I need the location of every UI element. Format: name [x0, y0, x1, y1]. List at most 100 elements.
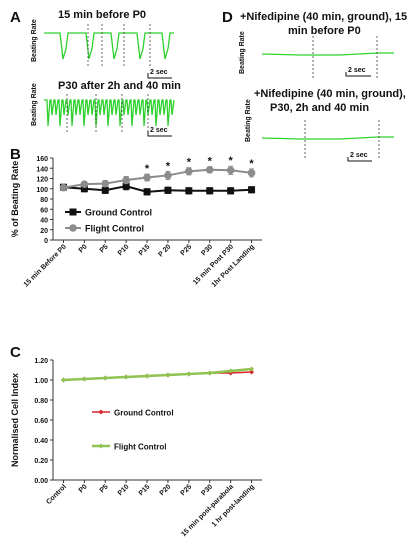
data-point — [205, 165, 214, 174]
y-tick-label: 60 — [40, 207, 48, 214]
x-tick-label: 1hr Post Landing — [211, 243, 256, 288]
scalebar-d2 — [347, 157, 372, 162]
x-tick-label: P5 — [99, 483, 110, 494]
trace-a1-markers — [87, 24, 151, 68]
panel-d-ylabel-2: Beating Rate — [245, 99, 252, 142]
data-point — [143, 188, 151, 196]
x-tick-label: P5 — [99, 243, 110, 254]
y-tick-label: 0.60 — [34, 418, 48, 425]
data-point — [247, 169, 256, 177]
data-point — [186, 371, 192, 377]
x-tick-label: P15 — [138, 483, 152, 497]
y-axis-label: Normalised Cell Index — [10, 373, 20, 467]
chart-b: 0 20 40 60 80 100 120 140 160 15 min Before P0 P0 P… — [10, 155, 262, 289]
significance-mark: * — [145, 163, 150, 175]
x-tick-label: P30 — [200, 483, 214, 497]
x-tick-label: P0 — [78, 483, 89, 494]
data-point — [165, 372, 171, 378]
y-tick-label: 20 — [40, 228, 48, 235]
x-tick-label: P25 — [179, 243, 193, 257]
data-point — [81, 376, 87, 382]
scalebar-a1 — [147, 73, 172, 79]
legend-marker — [69, 208, 77, 216]
data-point — [185, 187, 193, 195]
scalebar-d1-label: 2 sec — [348, 67, 366, 74]
data-point — [144, 373, 150, 379]
y-tick-label: 100 — [36, 187, 48, 194]
x-tick-label: 1 hr post-landing — [211, 483, 256, 528]
y-tick-label: 40 — [40, 218, 48, 225]
y-tick-label: 80 — [40, 197, 48, 204]
y-axis-label: % of Beating Rate — [10, 161, 20, 238]
x-tick-label: P10 — [117, 243, 131, 257]
scalebar-a2-label: 2 sec — [150, 127, 168, 134]
y-tick-label: 1.00 — [34, 378, 48, 385]
panel-d-trace1-title-1: +Nifedipine (40 min, ground), 15 — [240, 11, 407, 23]
y-tick-label: 0.80 — [34, 398, 48, 405]
trace-a2 — [44, 99, 175, 127]
data-point — [248, 186, 256, 194]
data-point — [185, 167, 193, 176]
panel-d-trace2-title-1: +Nifedipine (40 min, ground), — [254, 88, 406, 100]
data-point — [122, 176, 130, 184]
data-point — [206, 187, 214, 195]
panel-a-letter: A — [10, 9, 21, 26]
data-point — [102, 375, 108, 381]
x-tick-label: P15 — [138, 243, 152, 257]
panel-c-letter: C — [10, 344, 21, 361]
x-tick-label: P0 — [78, 243, 89, 254]
panel-a-ylabel-2: Beating Rate — [31, 83, 38, 126]
data-point — [227, 187, 235, 195]
significance-mark: * — [187, 157, 192, 169]
data-point — [226, 166, 235, 175]
data-point — [80, 185, 88, 193]
x-tick-label: P20 — [159, 483, 173, 497]
y-tick-label: 120 — [36, 177, 48, 184]
x-tick-label: Control — [45, 483, 68, 506]
data-point — [60, 377, 66, 383]
y-tick-label: 1.20 — [34, 358, 48, 365]
data-point — [143, 173, 151, 182]
legend-marker — [98, 409, 104, 415]
data-point — [249, 366, 255, 372]
series-line — [63, 168, 252, 189]
legend-label: Ground Control — [85, 208, 152, 218]
series-line — [63, 185, 252, 193]
legend-label: Flight Control — [85, 224, 144, 234]
x-tick-label: P 20 — [157, 243, 172, 258]
data-point — [123, 374, 129, 380]
trace-d1-markers — [312, 36, 378, 78]
data-point — [164, 171, 172, 180]
data-point — [122, 182, 130, 190]
legend-marker — [98, 443, 104, 449]
scalebar-a1-label: 2 sec — [150, 69, 168, 76]
panel-d-ylabel-1: Beating Rate — [239, 31, 246, 74]
scalebar-a2 — [147, 131, 172, 137]
x-tick-label: P30 — [200, 243, 214, 257]
y-tick-label: 0.20 — [34, 458, 48, 465]
legend-marker — [69, 224, 77, 232]
data-point — [80, 180, 89, 188]
panel-d-trace2-title-2: P30, 2h and 40 min — [270, 102, 369, 114]
scalebar-d1 — [345, 72, 371, 77]
data-point — [228, 368, 234, 374]
y-tick-label: 0 — [44, 238, 48, 245]
trace-d2 — [261, 136, 394, 140]
panel-a-trace1-title: 15 min before P0 — [58, 9, 146, 21]
significance-mark: * — [208, 156, 213, 168]
data-point — [101, 186, 109, 194]
y-tick-label: 160 — [36, 156, 48, 163]
trace-a1 — [44, 32, 174, 60]
trace-d1 — [261, 52, 394, 56]
significance-mark: * — [166, 160, 171, 172]
chart-c: 0.00 0.20 0.40 0.60 0.80 1.00 1.20 Control P0 P5 P… — [10, 358, 262, 538]
x-tick-label: P10 — [117, 483, 131, 497]
significance-mark: * — [229, 155, 234, 167]
panel-a-ylabel-1: Beating Rate — [31, 19, 38, 62]
y-tick-label: 0.40 — [34, 438, 48, 445]
y-tick-label: 140 — [36, 166, 48, 173]
series-line — [63, 367, 252, 382]
data-point — [207, 370, 213, 376]
y-tick-label: 0.00 — [34, 478, 48, 485]
